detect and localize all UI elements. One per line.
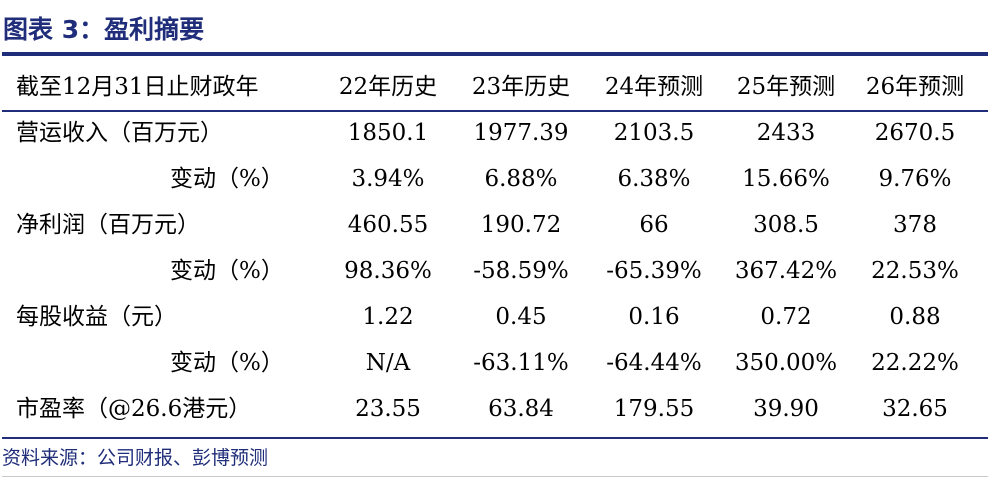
table-cell: 0.72 (760, 304, 812, 330)
table-cell: -63.11% (473, 350, 569, 376)
header-fiscal-year: 截至12月31日止财政年 (16, 74, 259, 100)
table-cell: 66 (639, 212, 669, 238)
table-cell: -64.44% (606, 350, 702, 376)
table-row: 市盈率（@26.6港元） 23.55 63.84 179.55 39.90 32… (8, 386, 980, 432)
table-cell: 1850.1 (347, 120, 429, 146)
header-fy26: 26年预测 (865, 74, 965, 100)
table-row: 营运收入（百万元） 1850.1 1977.39 2103.5 2433 267… (8, 110, 980, 156)
table-cell: 0.16 (628, 304, 680, 330)
table-cell: 22.53% (871, 258, 959, 284)
table-cell: 1.22 (362, 304, 414, 330)
table-cell: 2103.5 (613, 120, 695, 146)
row-label-revenue: 营运收入（百万元） (16, 120, 223, 146)
table-cell: 367.42% (734, 258, 838, 284)
table-cell: 15.66% (742, 166, 830, 192)
table-cell: 190.72 (480, 212, 562, 238)
header-fy25: 25年预测 (736, 74, 836, 100)
table-cell: 1977.39 (473, 120, 569, 146)
row-label-eps-change: 变动（%） (170, 350, 284, 376)
row-label-net-profit: 净利润（百万元） (16, 212, 200, 238)
source-divider (2, 476, 988, 477)
header-fy22: 22年历史 (338, 74, 438, 100)
table-top-rule (2, 52, 988, 56)
row-label-net-profit-change: 变动（%） (170, 258, 284, 284)
header-fy24: 24年预测 (604, 74, 704, 100)
table-cell: 308.5 (753, 212, 819, 238)
table-cell: 2433 (756, 120, 816, 146)
earnings-summary-table: 截至12月31日止财政年 22年历史 23年历史 24年预测 25年预测 26年… (8, 64, 980, 432)
table-row: 净利润（百万元） 460.55 190.72 66 308.5 378 (8, 202, 980, 248)
source-note: 资料来源：公司财报、彭博预测 (2, 447, 269, 469)
figure-title: 图表 3：盈利摘要 (3, 15, 205, 44)
row-label-revenue-change: 变动（%） (170, 166, 284, 192)
table-cell: 0.45 (495, 304, 547, 330)
table-cell: 22.22% (871, 350, 959, 376)
table-cell: 98.36% (344, 258, 432, 284)
table-cell: 9.76% (878, 166, 952, 192)
table-header-row: 截至12月31日止财政年 22年历史 23年历史 24年预测 25年预测 26年… (8, 64, 980, 110)
table-cell: N/A (365, 350, 411, 376)
table-cell: 6.88% (484, 166, 558, 192)
table-cell: 460.55 (347, 212, 429, 238)
table-cell: 32.65 (882, 396, 948, 422)
row-label-eps: 每股收益（元） (16, 304, 177, 330)
table-cell: 3.94% (351, 166, 425, 192)
row-label-pe-ratio: 市盈率（@26.6港元） (16, 396, 252, 422)
table-row: 变动（%） 98.36% -58.59% -65.39% 367.42% 22.… (8, 248, 980, 294)
table-cell: 23.55 (355, 396, 421, 422)
table-cell: 0.88 (889, 304, 941, 330)
table-cell: 378 (893, 212, 937, 238)
table-row: 变动（%） N/A -63.11% -64.44% 350.00% 22.22% (8, 340, 980, 386)
table-cell: 350.00% (734, 350, 838, 376)
table-row: 每股收益（元） 1.22 0.45 0.16 0.72 0.88 (8, 294, 980, 340)
table-cell: 2670.5 (874, 120, 956, 146)
table-cell: 179.55 (613, 396, 695, 422)
header-fy23: 23年历史 (471, 74, 571, 100)
table-row: 变动（%） 3.94% 6.88% 6.38% 15.66% 9.76% (8, 156, 980, 202)
table-bottom-rule (2, 437, 988, 439)
table-cell: 6.38% (617, 166, 691, 192)
table-cell: 39.90 (753, 396, 819, 422)
table-cell: -65.39% (606, 258, 702, 284)
table-cell: 63.84 (488, 396, 554, 422)
table-cell: -58.59% (473, 258, 569, 284)
header-divider-rule (2, 110, 988, 112)
